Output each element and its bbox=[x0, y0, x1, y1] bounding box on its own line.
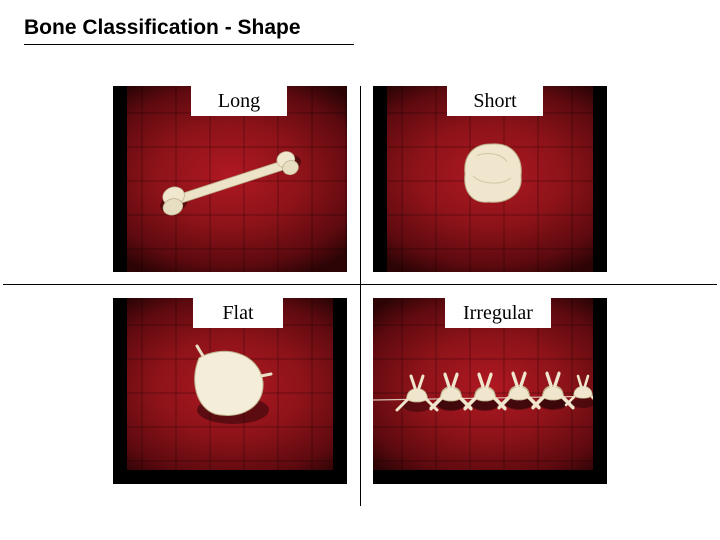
label-long: Long bbox=[191, 86, 287, 116]
title-underline bbox=[24, 44, 354, 45]
label-text: Flat bbox=[222, 302, 253, 325]
photo-blackout bbox=[113, 298, 127, 484]
panel-long: Long bbox=[113, 86, 347, 272]
label-flat: Flat bbox=[193, 298, 283, 328]
panel-short: Short bbox=[373, 86, 607, 272]
classification-grid: Long Short Flat bbox=[113, 86, 607, 506]
panel-flat: Flat bbox=[113, 298, 347, 484]
photo-blackout bbox=[373, 86, 387, 272]
photo-blackout bbox=[373, 470, 607, 484]
label-irregular: Irregular bbox=[445, 298, 551, 328]
grid-divider-vertical bbox=[360, 86, 361, 506]
photo-blackout bbox=[113, 86, 127, 272]
label-text: Irregular bbox=[463, 302, 533, 325]
photo-blackout bbox=[333, 298, 347, 484]
photo-blackout bbox=[113, 470, 347, 484]
label-short: Short bbox=[447, 86, 543, 116]
photo-blackout bbox=[593, 86, 607, 272]
photo-blackout bbox=[593, 298, 607, 484]
panel-irregular: Irregular bbox=[373, 298, 607, 484]
label-text: Long bbox=[218, 90, 260, 113]
label-text: Short bbox=[473, 90, 516, 113]
page-title: Bone Classification - Shape bbox=[24, 16, 301, 40]
